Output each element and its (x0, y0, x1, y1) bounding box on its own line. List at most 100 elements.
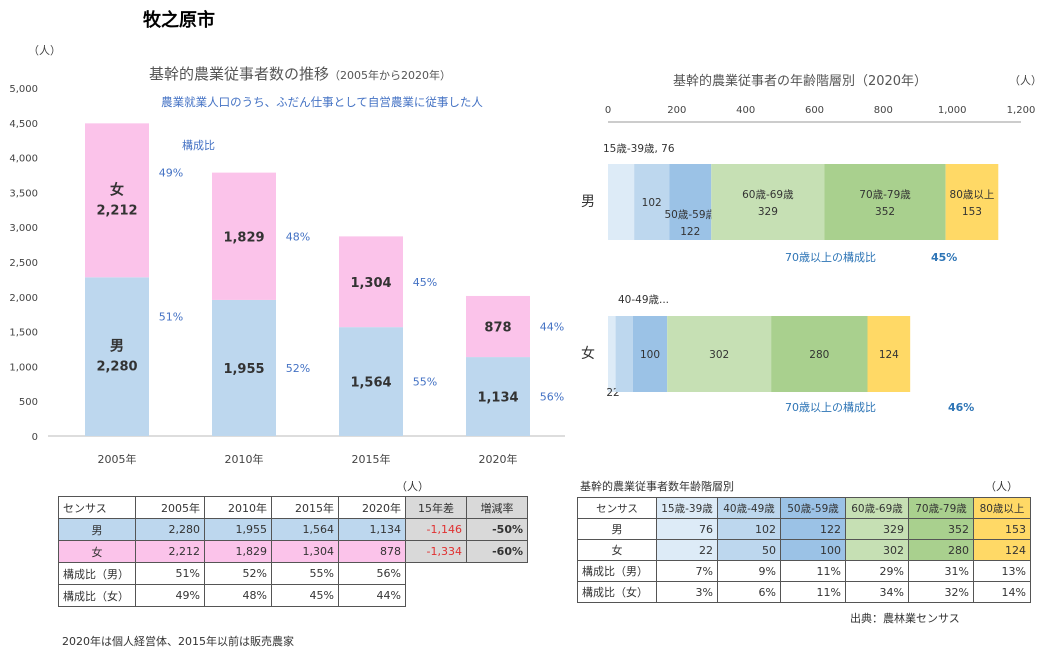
age-table: センサス 15歳-39歳 40歳-49歳 50歳-59歳 60歳-69歳 70歳-79歳 8… (577, 497, 1031, 603)
table-cell: 32% (908, 581, 974, 603)
table-cell: 56% (338, 562, 406, 585)
table-header-cell: 80歳以上 (973, 497, 1031, 519)
segment-data-label: 50歳-59歳 122 (664, 209, 716, 238)
table-row: 女 22 50 100 302 280 124 (577, 539, 1031, 561)
table-header-cell: 2005年 (135, 496, 205, 519)
table-cell: 1,564 (271, 518, 339, 541)
table-header-cell: センサス (577, 497, 657, 519)
segment-data-label: 70歳-79歳 352 (859, 189, 911, 218)
data-label-female: 2,212 (96, 203, 137, 218)
table-cell: 14% (973, 581, 1031, 603)
x-tick-label: 1,000 (938, 105, 967, 116)
bar-segment-1 (608, 164, 635, 240)
table-cell: 55% (271, 562, 339, 585)
table-row: 構成比（男） 51% 52% 55% 56% (58, 562, 528, 585)
y-axis-unit: （人） (28, 44, 61, 57)
bar-segment-3 (632, 316, 668, 392)
x-tick-label: 2015年 (352, 452, 391, 466)
x-tick-label: 400 (736, 105, 755, 116)
table-header-cell: 2020年 (338, 496, 406, 519)
bar-segment-4 (667, 316, 772, 392)
segment-data-label: 302 (709, 349, 729, 361)
x-tick-label: 800 (874, 105, 893, 116)
series-name-female: 女 (110, 181, 124, 198)
chart-annotation: 農業就業人口のうち、ふだん仕事として自営農業に従事した人 (161, 95, 483, 109)
table-cell: 34% (845, 581, 909, 603)
table-cell: 31% (908, 560, 974, 582)
chart-title-main: 基幹的農業従事者数の推移 (149, 65, 329, 83)
table-header-cell: 2010年 (204, 496, 272, 519)
ratio-label-female: 44% (540, 321, 564, 334)
segment-data-label: 280 (809, 349, 829, 361)
table-cell: 3% (656, 581, 718, 603)
bar-male (339, 327, 403, 436)
table-cell: 51% (135, 562, 205, 585)
bar-segment-2 (615, 316, 633, 392)
y-tick-label: 5,000 (9, 84, 38, 95)
y-tick-label: 2,500 (9, 258, 38, 269)
y-tick-label: 3,000 (9, 223, 38, 234)
ratio-label: 構成比 (182, 139, 215, 152)
trend-table: センサス 2005年 2010年 2015年 2020年 15年差 増減率男 2,280 1,9… (58, 496, 528, 607)
series-name-male: 男 (110, 339, 124, 355)
table-cell: 構成比（男） (577, 560, 657, 582)
category-label: 女 (581, 345, 595, 362)
table-cell: 102 (717, 518, 781, 540)
table-empty-cell (405, 562, 528, 585)
table-row: 構成比（女） 49% 48% 45% 44% (58, 584, 528, 607)
footnote: 2020年は個人経営体、2015年以前は販売農家 (62, 635, 294, 648)
chart-subtitle: （2005年から2020年） (329, 68, 451, 82)
table-cell: 22 (656, 539, 718, 561)
bar-segment-6 (867, 316, 911, 392)
table-header-cell: 15歳-39歳 (656, 497, 718, 519)
table-cell: 329 (845, 518, 909, 540)
chart-title: 基幹的農業従事者数の推移（2005年から2020年） (149, 65, 451, 83)
table-row: 男 76 102 122 329 352 153 (577, 518, 1031, 540)
table-header-cell: 2015年 (271, 496, 339, 519)
y-tick-label: 500 (19, 397, 38, 408)
table-cell: 45% (271, 584, 339, 607)
y-tick-label: 0 (32, 432, 38, 443)
table-cell: 29% (845, 560, 909, 582)
table-cell: 構成比（女） (577, 581, 657, 603)
table-row: 構成比（男） 7% 9% 11% 29% 31% 13% (577, 560, 1031, 582)
y-tick-label: 1,500 (9, 328, 38, 339)
x-tick-label: 200 (667, 105, 686, 116)
bar-male (466, 357, 530, 436)
ratio-label-male: 55% (413, 376, 437, 389)
table-header-cell: 増減率 (466, 496, 528, 519)
table-cell: 280 (908, 539, 974, 561)
table-cell: 52% (204, 562, 272, 585)
table-cell: -50% (466, 518, 528, 541)
table-cell: 153 (973, 518, 1031, 540)
data-label-male: 1,564 (350, 376, 391, 391)
segment-data-label: 40-49歳... (618, 294, 669, 306)
table-cell: 352 (908, 518, 974, 540)
bar-female (466, 295, 530, 358)
table-cell: 男 (577, 518, 657, 540)
data-label-male: 2,280 (96, 360, 137, 375)
table-row: 女 2,212 1,829 1,304 878 -1,334 -60% (58, 540, 528, 563)
age-chart: 基幹的農業従事者の年齢階層別（2020年） （人） 0 200 400 600 800 1… (581, 73, 1042, 414)
table-cell: 100 (780, 539, 846, 561)
ratio-label-female: 49% (159, 166, 183, 179)
table-cell: 女 (577, 539, 657, 561)
x-axis-unit: （人） (1009, 74, 1042, 87)
x-tick-label: 600 (805, 105, 824, 116)
segment-data-label: 124 (879, 349, 899, 361)
segment-data-label: 60歳-69歳 329 (742, 189, 794, 218)
y-tick-label: 4,500 (9, 119, 38, 130)
table-cell: -1,146 (405, 518, 467, 541)
table-cell: 13% (973, 560, 1031, 582)
page-title: 牧之原市 (143, 10, 215, 31)
table-cell: 1,829 (204, 540, 272, 563)
x-tick-label: 2020年 (479, 452, 518, 466)
table-header-cell: センサス (58, 496, 136, 519)
bar-female (339, 236, 403, 328)
y-tick-label: 2,000 (9, 293, 38, 304)
bar-female (212, 172, 276, 300)
table-cell: 構成比（女） (58, 584, 136, 607)
bar-male (85, 277, 149, 436)
table-cell: 2,280 (135, 518, 205, 541)
segment-data-label: 15歳-39歳, 76 (603, 143, 675, 155)
